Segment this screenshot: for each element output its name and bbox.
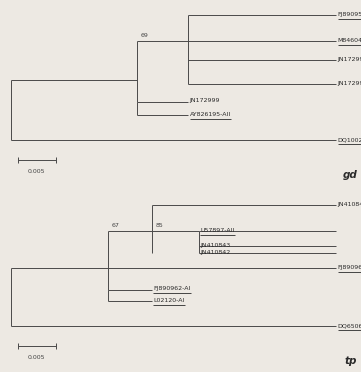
Text: JN172998: JN172998 (338, 57, 361, 62)
Text: FJ890962-AI: FJ890962-AI (153, 286, 191, 291)
Text: tp: tp (345, 356, 357, 366)
Text: gd: gd (343, 170, 357, 180)
Text: 0.005: 0.005 (27, 355, 45, 360)
Text: L02120-AI: L02120-AI (153, 298, 185, 303)
Text: 67: 67 (112, 223, 120, 228)
Text: JN172999: JN172999 (190, 98, 220, 103)
Text: JN410842: JN410842 (200, 250, 231, 256)
Text: JN172997: JN172997 (338, 81, 361, 86)
Text: AY826195-AII: AY826195-AII (190, 112, 231, 117)
Text: JN410841: JN410841 (338, 202, 361, 207)
Text: FJ890961.1-AI: FJ890961.1-AI (338, 265, 361, 270)
Text: 69: 69 (141, 33, 149, 38)
Text: M84604-AI: M84604-AI (338, 38, 361, 44)
Text: 0.005: 0.005 (27, 169, 45, 174)
Text: FJ890951-AI: FJ890951-AI (338, 12, 361, 17)
Text: U57897-AII: U57897-AII (200, 228, 235, 233)
Text: JN410843: JN410843 (200, 243, 231, 248)
Text: DQ650648-AIII: DQ650648-AIII (338, 323, 361, 328)
Text: 85: 85 (155, 223, 163, 228)
Text: DQ100288-AIII: DQ100288-AIII (338, 137, 361, 142)
